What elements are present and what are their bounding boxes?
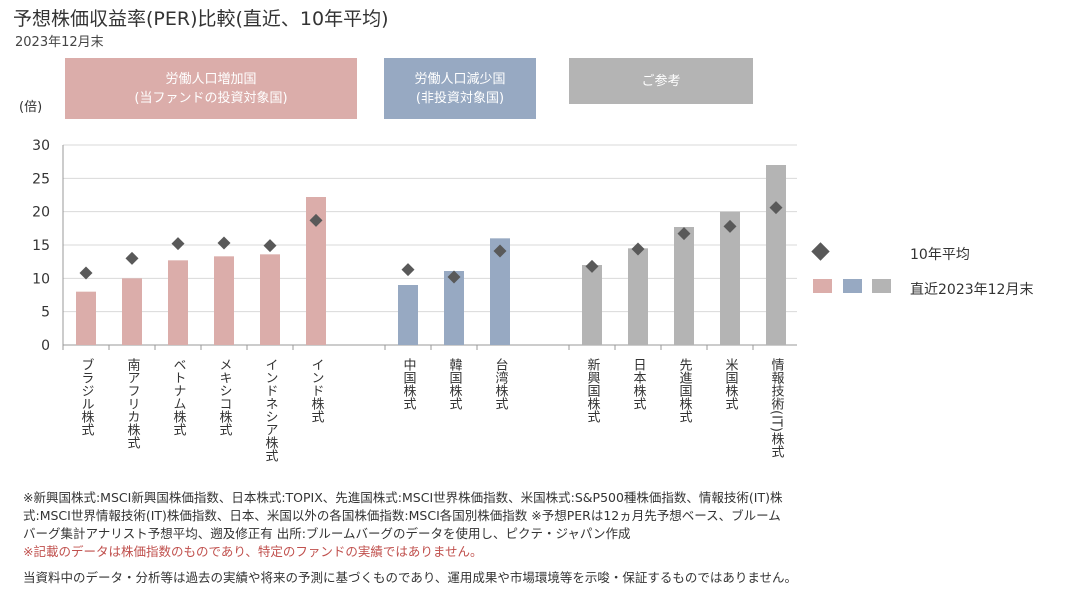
y-tick-label-20: 20 bbox=[32, 205, 50, 221]
avg-marker-9 bbox=[585, 259, 599, 273]
x-category-label-7: 韓国株式 bbox=[447, 358, 463, 410]
y-tick-label-15: 15 bbox=[32, 238, 50, 254]
y-tick-label-10: 10 bbox=[32, 271, 50, 287]
bar-latest-8 bbox=[490, 238, 510, 345]
x-category-label-9: 新興国株式 bbox=[585, 357, 601, 423]
footnote-line-2: 式:MSCI世界情報技術(IT)株価指数、日本、米国以外の各国株価指数:MSCI… bbox=[23, 508, 781, 523]
x-category-label-1: 南アフリカ株式 bbox=[125, 357, 141, 449]
avg-marker-13 bbox=[769, 201, 783, 215]
group-header-increase: 労働人口増加国 (当ファンドの投資対象国) bbox=[65, 58, 357, 119]
group-header-decrease-line2: (非投資対象国) bbox=[415, 90, 505, 106]
footnotes: ※新興国株式:MSCI新興国株価指数、日本株式:TOPIX、先進国株式:MSCI… bbox=[23, 489, 973, 561]
x-category-label-6: 中国株式 bbox=[401, 358, 417, 410]
footnote-disclaimer: ※記載のデータは株価指数のものであり、特定のファンドの実績ではありません。 bbox=[23, 544, 483, 559]
bar-latest-0 bbox=[76, 291, 96, 345]
avg-marker-8 bbox=[493, 244, 507, 258]
legend-swatch-reference bbox=[872, 279, 891, 293]
avg-marker-12 bbox=[723, 219, 737, 233]
y-axis-unit: (倍) bbox=[19, 100, 43, 115]
bar-latest-9 bbox=[582, 265, 602, 345]
group-header-decrease: 労働人口減少国 (非投資対象国) bbox=[384, 58, 536, 119]
y-tick-label-5: 5 bbox=[41, 305, 50, 321]
avg-marker-7 bbox=[447, 270, 461, 284]
group-header-decrease-line1: 労働人口減少国 bbox=[414, 71, 506, 87]
bar-latest-10 bbox=[628, 248, 648, 345]
x-category-label-8: 台湾株式 bbox=[493, 358, 509, 410]
bar-latest-11 bbox=[674, 227, 694, 345]
footnote-line-1: ※新興国株式:MSCI新興国株価指数、日本株式:TOPIX、先進国株式:MSCI… bbox=[23, 490, 783, 505]
avg-marker-3 bbox=[217, 236, 231, 250]
avg-marker-5 bbox=[309, 213, 323, 227]
bar-latest-6 bbox=[398, 285, 418, 345]
legend-avg-label: 10年平均 bbox=[910, 247, 970, 263]
bar-latest-5 bbox=[306, 197, 326, 345]
avg-marker-1 bbox=[125, 251, 139, 265]
legend-swatch-decrease bbox=[843, 279, 862, 293]
avg-marker-10 bbox=[631, 242, 645, 256]
x-category-label-12: 米国株式 bbox=[723, 358, 739, 410]
group-header-increase-line1: 労働人口増加国 bbox=[165, 71, 257, 87]
footer-disclaimer: 当資料中のデータ・分析等は過去の実績や将来の予測に基づくものであり、運用成果や市… bbox=[23, 570, 798, 585]
legend-latest-label: 直近2023年12月末 bbox=[910, 282, 1034, 298]
bar-latest-13 bbox=[766, 165, 786, 345]
avg-marker-6 bbox=[401, 263, 415, 277]
footnote-line-3: バーグ集計アナリスト予想平均、遡及修正有 出所:ブルームバーグのデータを使用し、… bbox=[23, 526, 631, 541]
y-tick-label-25: 25 bbox=[32, 171, 50, 187]
x-category-label-5: インド株式 bbox=[309, 358, 325, 423]
y-tick-label-0: 0 bbox=[41, 338, 50, 354]
chart-subtitle: 2023年12月末 bbox=[15, 35, 104, 50]
bar-latest-7 bbox=[444, 271, 464, 345]
x-category-label-13: 情報技術(IT)株式 bbox=[769, 358, 785, 458]
bar-latest-1 bbox=[122, 278, 142, 345]
bar-latest-2 bbox=[168, 260, 188, 345]
legend-swatch-increase bbox=[813, 279, 832, 293]
bar-latest-3 bbox=[214, 256, 234, 345]
group-header-reference-line1: ご参考 bbox=[641, 73, 681, 89]
group-header-reference: ご参考 bbox=[569, 58, 753, 104]
x-category-label-11: 先進国株式 bbox=[677, 358, 693, 423]
chart-title: 予想株価収益率(PER)比較(直近、10年平均) bbox=[13, 8, 389, 30]
bar-latest-4 bbox=[260, 254, 280, 345]
avg-marker-0 bbox=[79, 266, 93, 280]
x-category-label-3: メキシコ株式 bbox=[217, 358, 233, 436]
x-category-label-0: ブラジル株式 bbox=[79, 357, 95, 436]
avg-marker-4 bbox=[263, 239, 277, 253]
x-category-label-4: インドネシア株式 bbox=[263, 358, 279, 462]
y-tick-label-30: 30 bbox=[32, 138, 50, 154]
x-category-label-2: ベトナム株式 bbox=[171, 358, 187, 436]
group-header-increase-line2: (当ファンドの投資対象国) bbox=[134, 90, 288, 106]
bar-latest-12 bbox=[720, 211, 740, 345]
avg-marker-11 bbox=[677, 227, 691, 241]
avg-marker-2 bbox=[171, 237, 185, 251]
x-category-label-10: 日本株式 bbox=[631, 358, 647, 410]
